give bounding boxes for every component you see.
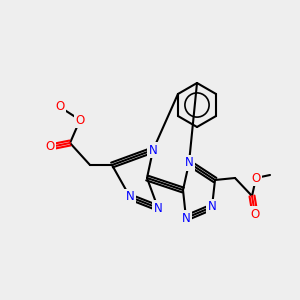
Text: N: N — [148, 143, 158, 157]
Text: N: N — [182, 212, 190, 224]
Text: N: N — [154, 202, 162, 214]
Text: O: O — [251, 172, 261, 184]
Text: O: O — [250, 208, 260, 220]
Text: N: N — [126, 190, 134, 203]
Text: N: N — [184, 157, 194, 169]
Text: O: O — [45, 140, 55, 154]
Text: O: O — [75, 113, 85, 127]
Text: N: N — [208, 200, 216, 214]
Text: O: O — [56, 100, 64, 113]
